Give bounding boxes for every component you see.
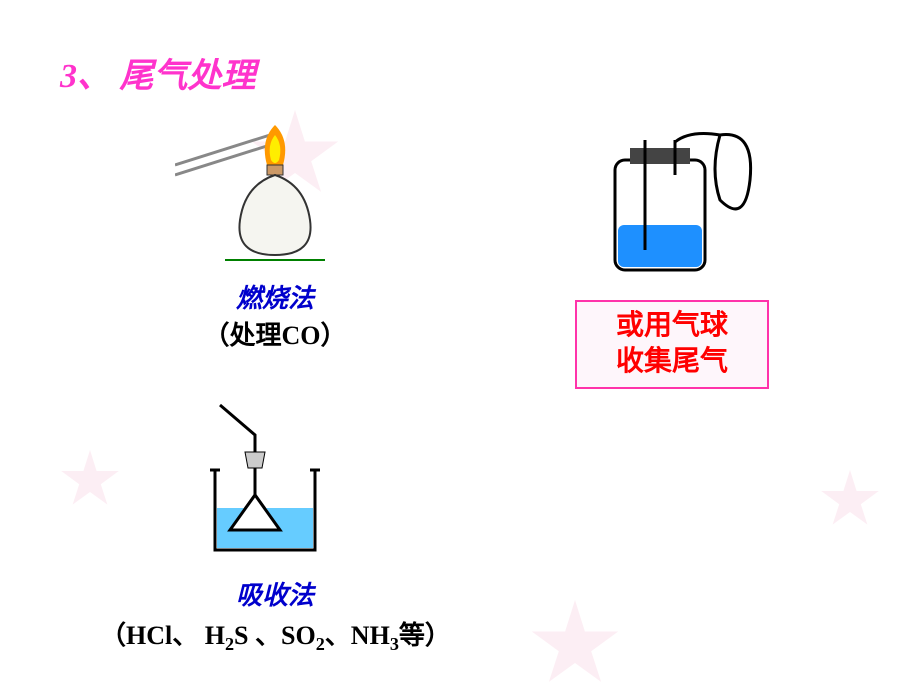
formula-sub-2b: 2 [316,634,325,654]
bg-star-4 [820,470,880,530]
burner-label-title: 燃烧法 [165,278,385,315]
formula-sub-3: 3 [390,634,399,654]
burner-label-sub: （处理CO） [165,315,385,352]
heading-number: 3、 [60,58,111,95]
formula-sub-2a: 2 [225,634,234,654]
formula-part4: 等） [399,621,451,650]
balloon-note: 或用气球 收集尾气 [575,300,769,389]
bg-star-2 [60,450,120,510]
balloon-note-line2: 收集尾气 [587,344,757,380]
burner-label: 燃烧法 （处理CO） [165,278,385,352]
bottle-diagram [590,130,760,280]
beaker-diagram [200,400,350,560]
heading-title: 尾气处理 [120,58,256,95]
beaker-formula: （HCl、 H2S 、SO2、NH3等） [100,615,580,655]
balloon-note-line1: 或用气球 [587,308,757,344]
formula-part3: 、NH [325,621,390,650]
beaker-label-title: 吸收法 [210,575,340,612]
section-heading: 3、 尾气处理 [60,48,256,97]
burner-diagram [175,120,375,270]
formula-part2: S 、SO [234,621,316,650]
formula-part1: （HCl、 H [100,621,225,650]
